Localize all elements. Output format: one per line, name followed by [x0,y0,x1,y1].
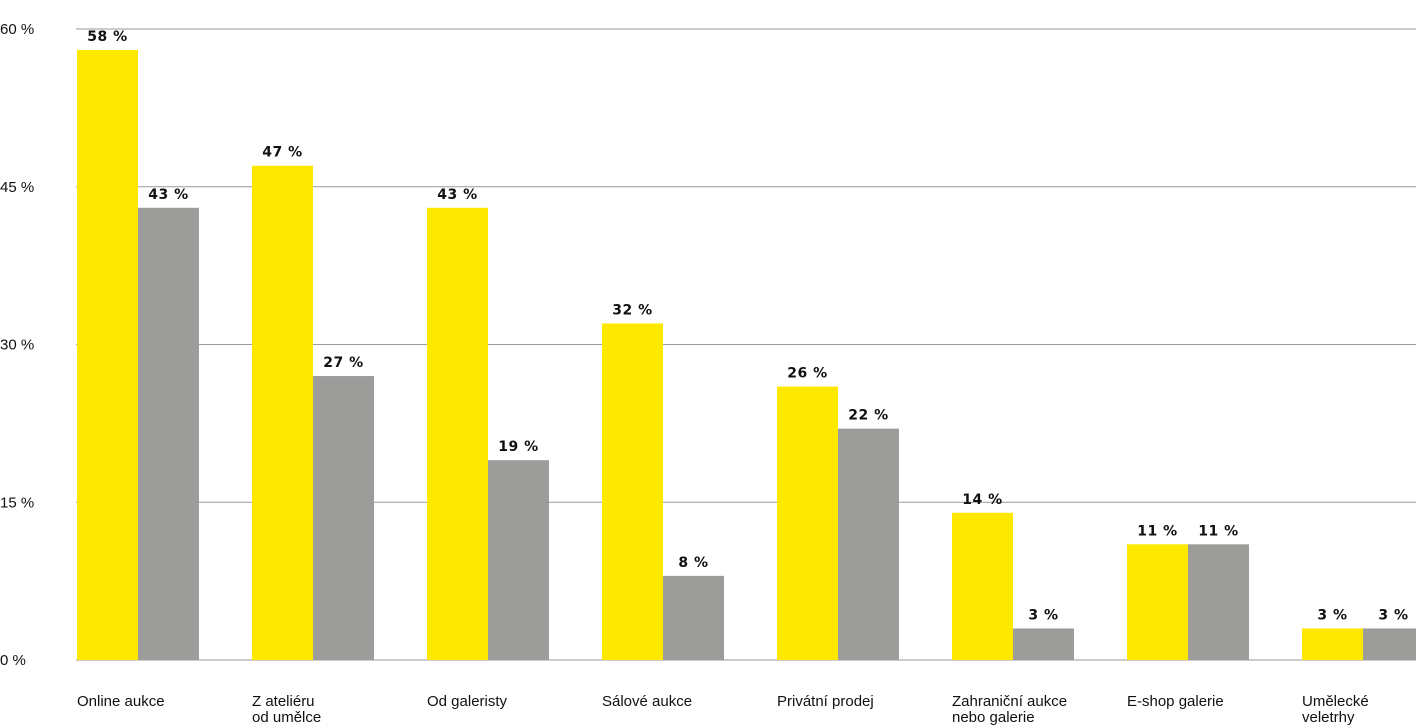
bar [313,376,374,660]
category-label: Z ateliéru od umělce [252,693,321,726]
data-label: 58 % [87,29,127,45]
y-tick-label: 0 % [0,652,26,669]
category-label-line: Zahraniční aukce [952,693,1067,710]
category-label-line: Online aukce [77,693,165,710]
y-tick-label: 30 % [0,337,34,354]
data-label: 26 % [787,366,827,382]
data-label: 43 % [148,187,188,203]
category-label-line: Umělecké [1302,693,1369,710]
data-label: 22 % [848,408,888,424]
category-label: Privátní prodej [777,693,874,710]
category-label: Od galeristy [427,693,508,710]
bars [77,50,1416,661]
bar [1013,628,1074,660]
data-label: 19 % [498,439,538,455]
bar [1127,544,1188,660]
y-tick-label: 60 % [0,21,34,38]
category-labels: Online aukce Z ateliéru od umělce Od galeri… [77,693,1369,726]
bar [252,165,313,660]
bar [1363,628,1416,660]
data-label: 43 % [437,187,477,203]
bar [602,323,663,660]
category-label: Online aukce [77,693,165,710]
category-label-line: E-shop galerie [1127,693,1224,710]
y-tick-label: 15 % [0,494,34,511]
y-axis-ticks: 0 % 15 % 30 % 45 % 60 % [0,21,34,669]
category-label-line: od umělce [252,709,321,726]
data-label: 47 % [262,145,302,161]
y-tick-label: 45 % [0,179,34,196]
category-label-line: nebo galerie [952,709,1035,726]
data-label: 3 % [1317,607,1347,623]
data-label: 32 % [612,302,652,318]
category-label-line: veletrhy [1302,709,1355,726]
category-label-line: Sálové aukce [602,693,692,710]
bar [838,428,899,660]
bar [663,575,724,660]
data-label: 27 % [323,355,363,371]
category-label-line: Z ateliéru [252,693,315,710]
bar [1188,544,1249,660]
category-label: Umělecké veletrhy [1302,693,1369,726]
data-label: 11 % [1137,523,1177,539]
data-label: 11 % [1198,523,1238,539]
data-label: 3 % [1028,607,1058,623]
bar [777,386,838,660]
category-label: Sálové aukce [602,693,692,710]
bar [488,460,549,660]
category-label: E-shop galerie [1127,693,1224,710]
data-label: 8 % [678,555,708,571]
bar [952,512,1013,660]
bar [77,50,138,661]
category-label-line: Privátní prodej [777,693,874,710]
category-label: Zahraniční aukce nebo galerie [952,693,1067,726]
bar [138,207,199,661]
data-label: 14 % [962,492,1002,508]
data-label: 3 % [1378,607,1408,623]
bar [427,207,488,661]
bar [1302,628,1363,660]
data-labels: 58 % 47 % 43 % 32 % 26 % 14 % 11 % 3 % 43 % 27 % 1… [87,29,1408,623]
category-label-line: Od galeristy [427,693,508,710]
